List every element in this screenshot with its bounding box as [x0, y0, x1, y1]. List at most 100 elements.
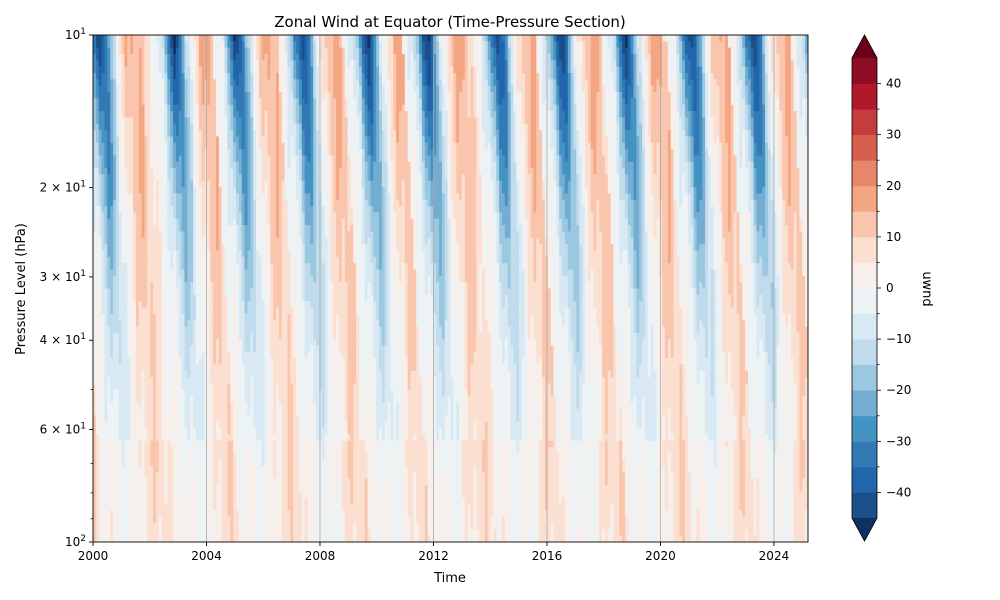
- heatmap-cell: [404, 187, 412, 195]
- heatmap-cell: [559, 161, 563, 169]
- heatmap-cell: [604, 111, 609, 118]
- heatmap-cell: [407, 117, 417, 125]
- heatmap-cell: [444, 142, 449, 150]
- heatmap-cell: [576, 136, 580, 144]
- heatmap-cell: [785, 60, 792, 68]
- heatmap-cell: [367, 35, 372, 42]
- heatmap-cell: [338, 35, 343, 42]
- heatmap-cell: [584, 54, 592, 61]
- heatmap-cell: [170, 98, 174, 106]
- heatmap-cell: [636, 180, 640, 188]
- heatmap-cell: [699, 54, 703, 61]
- heatmap-cell: [210, 193, 217, 201]
- heatmap-cell: [627, 47, 632, 55]
- heatmap-cell: [679, 47, 683, 55]
- heatmap-cell: [304, 168, 314, 176]
- heatmap-cell: [644, 187, 649, 195]
- heatmap-cell: [450, 111, 454, 118]
- heatmap-cell: [516, 79, 526, 87]
- heatmap-cell: [104, 174, 108, 182]
- heatmap-cell: [101, 218, 106, 226]
- heatmap-cell: [596, 123, 603, 131]
- heatmap-cell: [407, 41, 414, 49]
- heatmap-cell: [576, 92, 583, 99]
- heatmap-cell: [444, 199, 449, 207]
- heatmap-cell: [278, 41, 286, 49]
- heatmap-cell: [473, 98, 477, 106]
- heatmap-cell: [693, 193, 698, 201]
- heatmap-cell: [390, 136, 397, 144]
- heatmap-cell: [556, 111, 560, 118]
- heatmap-cell: [742, 79, 746, 87]
- heatmap-cell: [370, 66, 374, 74]
- heatmap-cell: [481, 98, 489, 106]
- heatmap-cell: [261, 174, 271, 182]
- heatmap-cell: [742, 212, 749, 220]
- heatmap-cell: [167, 193, 171, 201]
- heatmap-cell: [602, 41, 609, 49]
- heatmap-cell: [133, 142, 140, 150]
- heatmap-cell: [647, 73, 652, 80]
- heatmap-cell: [570, 193, 577, 201]
- heatmap-cell: [287, 218, 294, 226]
- heatmap-cell: [424, 47, 432, 55]
- heatmap-cell: [113, 60, 117, 68]
- heatmap-cell: [510, 85, 515, 93]
- heatmap-cell: [739, 41, 743, 49]
- heatmap-cell: [296, 92, 300, 99]
- heatmap-cell: [230, 66, 234, 74]
- heatmap-cell: [570, 111, 575, 118]
- heatmap-cell: [573, 117, 577, 125]
- heatmap-cell: [513, 47, 517, 55]
- heatmap-cell: [327, 47, 334, 55]
- heatmap-cell: [250, 212, 254, 220]
- heatmap-cell: [513, 85, 517, 93]
- heatmap-cell: [507, 142, 512, 150]
- heatmap-cell: [347, 136, 360, 144]
- heatmap-cell: [127, 35, 131, 42]
- heatmap-cell: [316, 136, 320, 144]
- heatmap-cell: [493, 73, 497, 80]
- heatmap-cell: [256, 41, 260, 49]
- heatmap-cell: [662, 54, 669, 61]
- heatmap-cell: [127, 180, 134, 188]
- heatmap-cell: [805, 174, 808, 182]
- heatmap-cell: [584, 123, 589, 131]
- heatmap-cell: [739, 98, 746, 106]
- heatmap-cell: [670, 66, 678, 74]
- heatmap-cell: [195, 117, 200, 125]
- heatmap-cell: [356, 73, 360, 80]
- heatmap-cell: [310, 193, 314, 201]
- heatmap-cell: [293, 98, 297, 106]
- heatmap-cell: [316, 35, 320, 42]
- heatmap-cell: [705, 149, 709, 157]
- heatmap-cell: [622, 54, 626, 61]
- heatmap-cell: [227, 199, 237, 207]
- heatmap-cell: [144, 47, 151, 55]
- heatmap-cell: [441, 142, 446, 150]
- heatmap-cell: [333, 180, 337, 188]
- heatmap-cell: [101, 180, 106, 188]
- heatmap-cell: [175, 180, 183, 188]
- heatmap-cell: [676, 79, 680, 87]
- heatmap-cell: [290, 155, 297, 163]
- heatmap-cell: [367, 66, 372, 74]
- heatmap-cell: [747, 155, 752, 163]
- heatmap-cell: [496, 168, 500, 176]
- heatmap-cell: [453, 41, 466, 49]
- heatmap-cell: [556, 104, 560, 112]
- heatmap-cell: [247, 161, 251, 169]
- heatmap-cell: [490, 66, 497, 74]
- heatmap-cell: [796, 60, 806, 68]
- heatmap-cell: [739, 155, 743, 163]
- heatmap-cell: [270, 73, 277, 80]
- heatmap-cell: [419, 66, 423, 74]
- heatmap-cell: [158, 212, 163, 220]
- heatmap-cell: [573, 85, 577, 93]
- heatmap-cell: [207, 98, 211, 106]
- heatmap-cell: [361, 174, 366, 182]
- heatmap-cell: [376, 98, 380, 106]
- heatmap-cell: [350, 180, 357, 188]
- heatmap-cell: [376, 111, 380, 118]
- heatmap-cell: [636, 142, 640, 150]
